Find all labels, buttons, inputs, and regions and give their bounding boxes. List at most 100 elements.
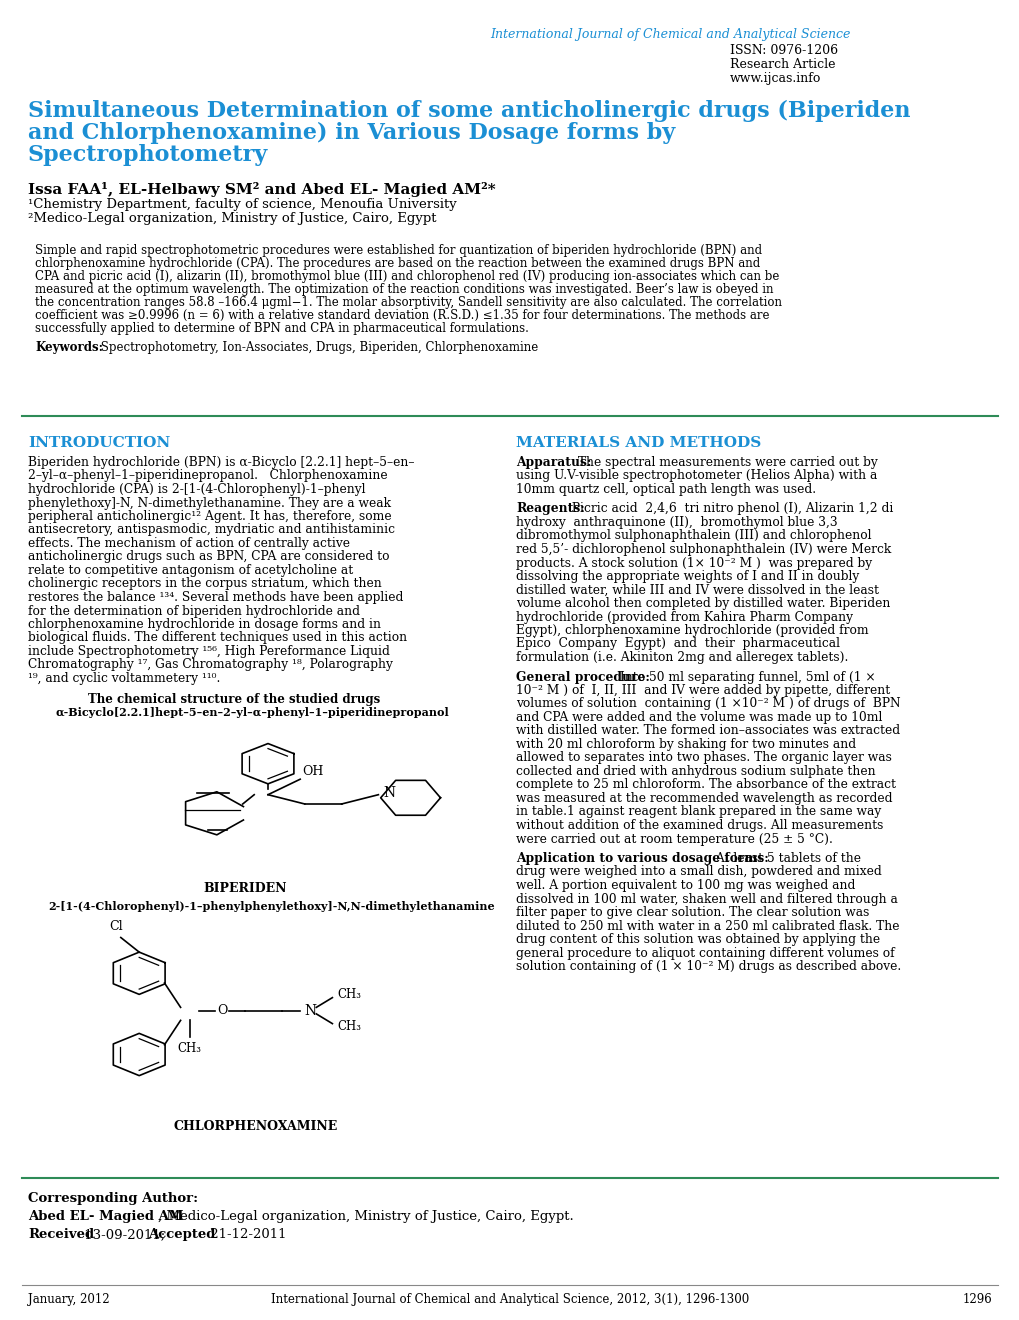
Text: formulation (i.e. Akiniton 2mg and alleregex tablets).: formulation (i.e. Akiniton 2mg and aller…	[516, 651, 848, 664]
Text: 2-[1-(4-Chlorophenyl)-1–phenylphenylethoxy]-N,N-dimethylethanamine: 2-[1-(4-Chlorophenyl)-1–phenylphenyletho…	[48, 902, 494, 912]
Text: allowed to separates into two phases. The organic layer was: allowed to separates into two phases. Th…	[516, 751, 891, 764]
Text: ¹Chemistry Department, faculty of science, Menoufia University: ¹Chemistry Department, faculty of scienc…	[28, 198, 457, 211]
Text: dissolved in 100 ml water, shaken well and filtered through a: dissolved in 100 ml water, shaken well a…	[516, 892, 897, 906]
Text: Biperiden hydrochloride (BPN) is α-Bicyclo [2.2.1] hept–5–en–: Biperiden hydrochloride (BPN) is α-Bicyc…	[28, 455, 414, 469]
Text: BIPERIDEN: BIPERIDEN	[203, 882, 286, 895]
Text: CH₃: CH₃	[336, 987, 361, 1001]
Text: Spectrophotometry, Ion-Associates, Drugs, Biperiden, Chlorphenoxamine: Spectrophotometry, Ion-Associates, Drugs…	[97, 341, 538, 354]
Text: hydrochloride (CPA) is 2-[1-(4-Chlorophenyl)-1–phenyl: hydrochloride (CPA) is 2-[1-(4-Chlorophe…	[28, 483, 365, 496]
Text: Received: Received	[28, 1228, 94, 1241]
Text: products. A stock solution (1× 10⁻² M )  was prepared by: products. A stock solution (1× 10⁻² M ) …	[516, 557, 871, 569]
Text: using U.V-visible spectrophotometer (Helios Alpha) with a: using U.V-visible spectrophotometer (Hel…	[516, 470, 876, 483]
Text: At least 5 tablets of the: At least 5 tablets of the	[711, 851, 860, 865]
Text: Research Article: Research Article	[730, 58, 835, 71]
Text: International Journal of Chemical and Analytical Science, 2012, 3(1), 1296-1300: International Journal of Chemical and An…	[271, 1294, 748, 1305]
Text: 21-12-2011: 21-12-2011	[206, 1228, 286, 1241]
Text: Simultaneous Determination of some anticholinergic drugs (Biperiden: Simultaneous Determination of some antic…	[28, 100, 910, 121]
Text: CH₃: CH₃	[177, 1041, 202, 1055]
Text: antisecretory, antispasmodic, mydriatic and antihistaminic: antisecretory, antispasmodic, mydriatic …	[28, 524, 394, 536]
Text: Epico  Company  Egypt)  and  their  pharmaceutical: Epico Company Egypt) and their pharmaceu…	[516, 638, 840, 651]
Text: N: N	[382, 787, 394, 800]
Text: was measured at the recommended wavelength as recorded: was measured at the recommended waveleng…	[516, 792, 892, 805]
Text: General procedure:: General procedure:	[516, 671, 649, 684]
Text: Keywords:: Keywords:	[35, 341, 103, 354]
Text: N: N	[305, 1003, 317, 1018]
Text: O: O	[217, 1005, 227, 1018]
Text: The spectral measurements were carried out by: The spectral measurements were carried o…	[574, 455, 877, 469]
Text: volume alcohol then completed by distilled water. Biperiden: volume alcohol then completed by distill…	[516, 597, 890, 610]
Text: include Spectrophotometry ¹⁵⁶, High Pereformance Liquid: include Spectrophotometry ¹⁵⁶, High Pere…	[28, 645, 389, 657]
Text: The chemical structure of the studied drugs: The chemical structure of the studied dr…	[88, 693, 380, 706]
Text: and CPA were added and the volume was made up to 10ml: and CPA were added and the volume was ma…	[516, 711, 881, 723]
Text: International Journal of Chemical and Analytical Science: International Journal of Chemical and An…	[489, 28, 850, 41]
Text: were carried out at room temperature (25 ± 5 °C).: were carried out at room temperature (25…	[516, 833, 833, 846]
Text: the concentration ranges 58.8 –166.4 μgml−1. The molar absorptivity, Sandell sen: the concentration ranges 58.8 –166.4 μgm…	[35, 296, 782, 309]
Text: MATERIALS AND METHODS: MATERIALS AND METHODS	[516, 436, 760, 450]
Text: January, 2012: January, 2012	[28, 1294, 109, 1305]
Text: measured at the optimum wavelength. The optimization of the reaction conditions : measured at the optimum wavelength. The …	[35, 282, 772, 296]
Text: biological fluids. The different techniques used in this action: biological fluids. The different techniq…	[28, 631, 407, 644]
Text: 10mm quartz cell, optical path length was used.: 10mm quartz cell, optical path length wa…	[516, 483, 815, 496]
Text: Corresponding Author:: Corresponding Author:	[28, 1192, 198, 1205]
Text: Cl: Cl	[109, 920, 123, 933]
Text: general procedure to aliquot containing different volumes of: general procedure to aliquot containing …	[516, 946, 894, 960]
Text: phenylethoxy]-N, N-dimethylethanamine. They are a weak: phenylethoxy]-N, N-dimethylethanamine. T…	[28, 496, 390, 510]
Text: dibromothymol sulphonaphthalein (III) and chlorophenol: dibromothymol sulphonaphthalein (III) an…	[516, 529, 870, 543]
Text: relate to competitive antagonism of acetylcholine at: relate to competitive antagonism of acet…	[28, 564, 353, 577]
Text: with 20 ml chloroform by shaking for two minutes and: with 20 ml chloroform by shaking for two…	[516, 738, 855, 751]
Text: peripheral anticholinergic¹² Agent. It has, therefore, some: peripheral anticholinergic¹² Agent. It h…	[28, 510, 391, 523]
Text: Reagents:: Reagents:	[516, 503, 584, 516]
Text: without addition of the examined drugs. All measurements: without addition of the examined drugs. …	[516, 818, 882, 832]
Text: Abed EL- Magied AM: Abed EL- Magied AM	[28, 1210, 183, 1224]
Text: volumes of solution  containing (1 ×10⁻² M ) of drugs of  BPN: volumes of solution containing (1 ×10⁻² …	[516, 697, 900, 710]
Text: OH: OH	[303, 764, 324, 777]
Text: complete to 25 ml chloroform. The absorbance of the extract: complete to 25 ml chloroform. The absorb…	[516, 779, 895, 792]
Text: Picric acid  2,4,6  tri nitro phenol (I), Alizarin 1,2 di: Picric acid 2,4,6 tri nitro phenol (I), …	[568, 503, 893, 516]
Text: Simple and rapid spectrophotometric procedures were established for quantization: Simple and rapid spectrophotometric proc…	[35, 244, 761, 257]
Text: anticholinergic drugs such as BPN, CPA are considered to: anticholinergic drugs such as BPN, CPA a…	[28, 550, 389, 564]
Text: with distilled water. The formed ion–associates was extracted: with distilled water. The formed ion–ass…	[516, 725, 899, 738]
Text: distilled water, while III and IV were dissolved in the least: distilled water, while III and IV were d…	[516, 583, 878, 597]
Text: 13-09-2011;: 13-09-2011;	[79, 1228, 169, 1241]
Text: effects. The mechanism of action of centrally active: effects. The mechanism of action of cent…	[28, 537, 350, 550]
Text: hydrochloride (provided from Kahira Pharm Company: hydrochloride (provided from Kahira Phar…	[516, 610, 852, 623]
Text: restores the balance ¹³⁴. Several methods have been applied: restores the balance ¹³⁴. Several method…	[28, 591, 403, 605]
Text: successfully applied to determine of BPN and CPA in pharmaceutical formulations.: successfully applied to determine of BPN…	[35, 322, 529, 335]
Text: cholinergic receptors in the corpus striatum, which then: cholinergic receptors in the corpus stri…	[28, 578, 381, 590]
Text: CPA and picric acid (I), alizarin (II), bromothymol blue (III) and chlorophenol : CPA and picric acid (I), alizarin (II), …	[35, 271, 779, 282]
Text: drug content of this solution was obtained by applying the: drug content of this solution was obtain…	[516, 933, 879, 946]
Text: Issa FAA¹, EL-Helbawy SM² and Abed EL- Magied AM²*: Issa FAA¹, EL-Helbawy SM² and Abed EL- M…	[28, 182, 495, 197]
Text: Chromatography ¹⁷, Gas Chromatography ¹⁸, Polarography: Chromatography ¹⁷, Gas Chromatography ¹⁸…	[28, 659, 392, 672]
Text: coefficient was ≥0.9996 (n = 6) with a relative standard deviation (R.S.D.) ≤1.3: coefficient was ≥0.9996 (n = 6) with a r…	[35, 309, 768, 322]
Text: 1296: 1296	[961, 1294, 991, 1305]
Text: red 5,5’- dichlorophenol sulphonaphthalein (IV) were Merck: red 5,5’- dichlorophenol sulphonaphthale…	[516, 543, 891, 556]
Text: ¹⁹, and cyclic voltammetery ¹¹⁰.: ¹⁹, and cyclic voltammetery ¹¹⁰.	[28, 672, 220, 685]
Text: collected and dried with anhydrous sodium sulphate then: collected and dried with anhydrous sodiu…	[516, 766, 874, 777]
Text: for the determination of biperiden hydrochloride and: for the determination of biperiden hydro…	[28, 605, 360, 618]
Text: solution containing of (1 × 10⁻² M) drugs as described above.: solution containing of (1 × 10⁻² M) drug…	[516, 960, 901, 973]
Text: α-Bicyclo[2.2.1]hept–5–en–2–yl–α–phenyl–1–piperidinepropanol: α-Bicyclo[2.2.1]hept–5–en–2–yl–α–phenyl–…	[56, 708, 449, 718]
Text: dissolving the appropriate weights of I and II in doubly: dissolving the appropriate weights of I …	[516, 570, 858, 583]
Text: CHLORPHENOXAMINE: CHLORPHENOXAMINE	[173, 1119, 337, 1133]
Text: ISSN: 0976-1206: ISSN: 0976-1206	[730, 44, 838, 57]
Text: www.ijcas.info: www.ijcas.info	[730, 73, 820, 84]
Text: well. A portion equivalent to 100 mg was weighed and: well. A portion equivalent to 100 mg was…	[516, 879, 855, 892]
Text: chlorphenoxamine hydrochloride (CPA). The procedures are based on the reaction b: chlorphenoxamine hydrochloride (CPA). Th…	[35, 257, 759, 271]
Text: Spectrophotometry: Spectrophotometry	[28, 144, 268, 166]
Text: Application to various dosage forms:: Application to various dosage forms:	[516, 851, 768, 865]
Text: Apparatus:: Apparatus:	[516, 455, 591, 469]
Text: in table.1 against reagent blank prepared in the same way: in table.1 against reagent blank prepare…	[516, 805, 880, 818]
Text: chlorphenoxamine hydrochloride in dosage forms and in: chlorphenoxamine hydrochloride in dosage…	[28, 618, 381, 631]
Text: and Chlorphenoxamine) in Various Dosage forms by: and Chlorphenoxamine) in Various Dosage …	[28, 121, 675, 144]
Text: 2–yl–α–phenyl–1–piperidinepropanol.   Chlorphenoxamine: 2–yl–α–phenyl–1–piperidinepropanol. Chlo…	[28, 470, 387, 483]
Text: Accepted: Accepted	[148, 1228, 215, 1241]
Text: INTRODUCTION: INTRODUCTION	[28, 436, 170, 450]
Text: ²Medico-Legal organization, Ministry of Justice, Cairo, Egypt: ²Medico-Legal organization, Ministry of …	[28, 213, 436, 224]
Text: 10⁻² M ) of  I, II, III  and IV were added by pipette, different: 10⁻² M ) of I, II, III and IV were added…	[516, 684, 890, 697]
Text: hydroxy  anthraquinone (II),  bromothymol blue 3,3: hydroxy anthraquinone (II), bromothymol …	[516, 516, 837, 529]
Text: filter paper to give clear solution. The clear solution was: filter paper to give clear solution. The…	[516, 906, 868, 919]
Text: diluted to 250 ml with water in a 250 ml calibrated flask. The: diluted to 250 ml with water in a 250 ml…	[516, 920, 899, 932]
Text: Into 50 ml separating funnel, 5ml of (1 ×: Into 50 ml separating funnel, 5ml of (1 …	[615, 671, 874, 684]
Text: drug were weighed into a small dish, powdered and mixed: drug were weighed into a small dish, pow…	[516, 866, 880, 879]
Text: Egypt), chlorphenoxamine hydrochloride (provided from: Egypt), chlorphenoxamine hydrochloride (…	[516, 624, 868, 638]
